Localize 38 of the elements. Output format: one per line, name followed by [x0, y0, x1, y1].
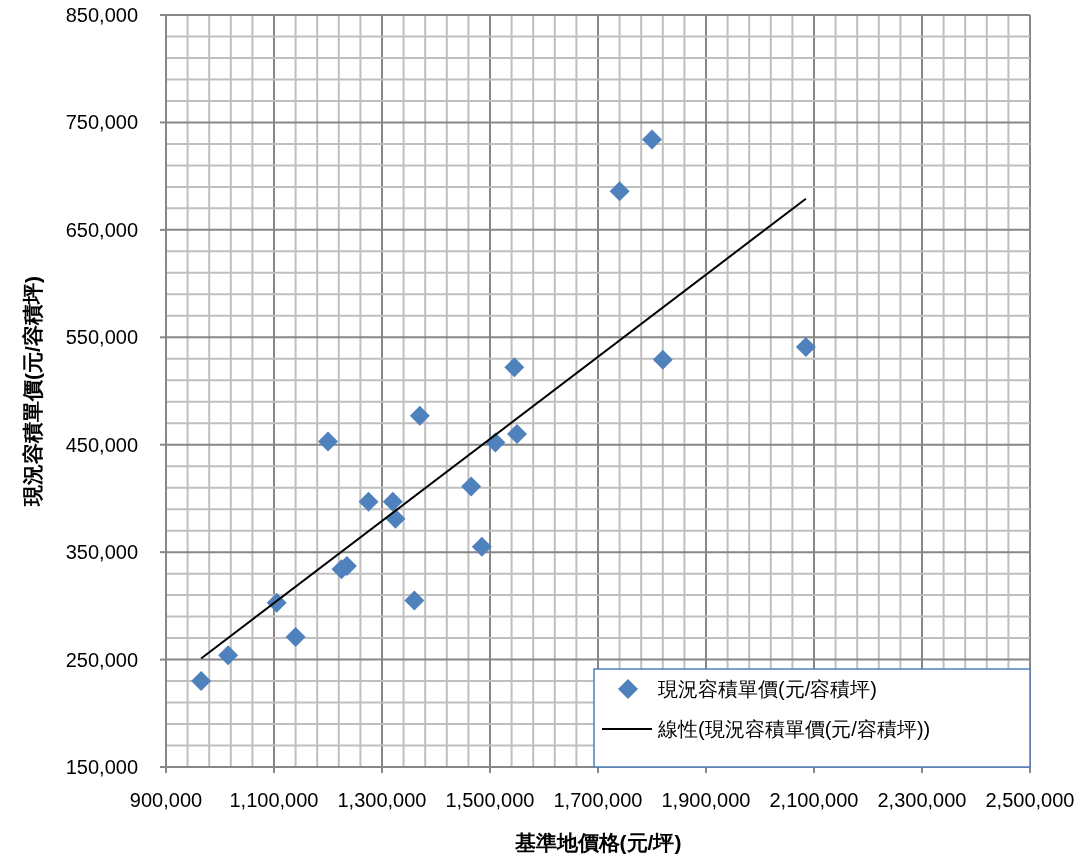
point [795, 336, 816, 357]
legend-label: 現況容積單價(元/容積坪) [658, 678, 877, 700]
y-tick-label: 150,000 [65, 756, 138, 778]
y-tick-label: 250,000 [65, 648, 138, 671]
point [461, 476, 482, 497]
y-tick-label: 650,000 [65, 218, 138, 241]
x-tick-label: 1,100,000 [229, 789, 319, 811]
point [504, 357, 525, 378]
x-tick-label: 2,300,000 [877, 789, 967, 811]
point [385, 508, 406, 529]
x-tick-label: 1,300,000 [337, 789, 427, 811]
point [471, 536, 492, 557]
point [609, 181, 630, 202]
y-axis-title: 現況容積單價(元/容積坪) [21, 276, 44, 507]
x-tick-label: 1,900,000 [661, 789, 751, 811]
x-tick-label: 1,700,000 [553, 789, 643, 811]
point [285, 627, 306, 648]
point [404, 590, 425, 611]
point [358, 491, 379, 512]
point [218, 645, 239, 666]
y-tick-label: 550,000 [65, 326, 138, 349]
x-axis-title: 基準地價格(元/坪) [513, 831, 682, 854]
point [382, 491, 403, 512]
y-tick-label: 350,000 [65, 541, 138, 564]
point [318, 431, 338, 452]
point [652, 349, 673, 370]
point [507, 423, 527, 444]
x-tick-label: 2,100,000 [769, 789, 859, 811]
point [409, 405, 430, 426]
point [642, 129, 662, 150]
x-tick-label: 900,000 [129, 789, 203, 811]
y-tick-label: 450,000 [65, 433, 138, 456]
y-tick-label: 750,000 [65, 111, 138, 134]
x-tick-label: 1,500,000 [445, 789, 535, 811]
point [191, 671, 212, 692]
legend-label: 線性(現況容積單價(元/容積坪)) [657, 718, 931, 740]
y-tick-label: 850,000 [65, 4, 138, 26]
x-tick-label: 2,500,000 [985, 789, 1075, 811]
